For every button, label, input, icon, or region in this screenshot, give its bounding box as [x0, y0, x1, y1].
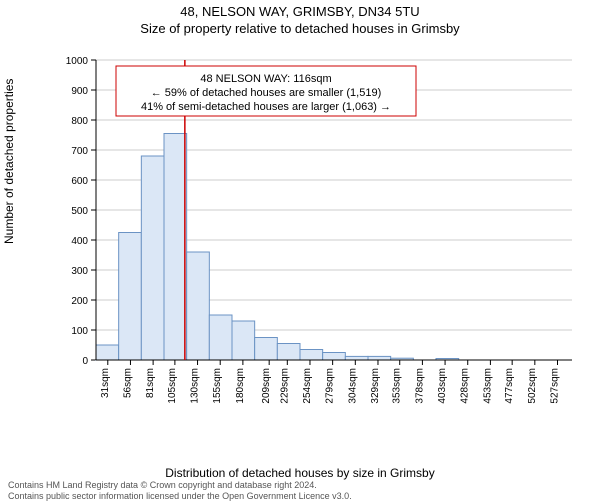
- callout-line: 41% of semi-detached houses are larger (…: [141, 101, 391, 113]
- x-tick-label: 130sqm: [190, 368, 201, 404]
- x-tick-label: 403sqm: [437, 368, 448, 404]
- x-tick-label: 279sqm: [325, 368, 336, 404]
- page-subtitle: Size of property relative to detached ho…: [0, 21, 600, 36]
- y-tick-label: 400: [71, 236, 88, 247]
- histogram-bar: [232, 321, 255, 360]
- histogram-bar: [345, 356, 368, 360]
- x-axis-label: Distribution of detached houses by size …: [0, 466, 600, 480]
- histogram-bar: [368, 356, 391, 360]
- x-tick-label: 81sqm: [145, 368, 156, 398]
- x-tick-label: 105sqm: [167, 368, 178, 404]
- histogram-bar: [323, 353, 346, 361]
- x-tick-label: 56sqm: [122, 368, 133, 398]
- footer-line-1: Contains HM Land Registry data © Crown c…: [8, 480, 352, 491]
- x-tick-label: 527sqm: [549, 368, 560, 404]
- histogram-bar: [164, 134, 187, 361]
- callout-line: 48 NELSON WAY: 116sqm: [200, 73, 331, 85]
- x-tick-label: 378sqm: [414, 368, 425, 404]
- histogram-bar: [187, 252, 210, 360]
- y-tick-label: 200: [71, 296, 88, 307]
- x-tick-label: 428sqm: [460, 368, 471, 404]
- histogram-bar: [119, 233, 142, 361]
- y-tick-label: 100: [71, 326, 88, 337]
- y-tick-label: 600: [71, 176, 88, 187]
- y-tick-label: 1000: [66, 56, 89, 67]
- y-tick-label: 0: [82, 356, 88, 367]
- histogram-bar: [300, 350, 323, 361]
- x-tick-label: 209sqm: [261, 368, 272, 404]
- y-tick-label: 900: [71, 86, 88, 97]
- footer-attribution: Contains HM Land Registry data © Crown c…: [8, 480, 352, 502]
- callout-line: ← 59% of detached houses are smaller (1,…: [151, 87, 382, 99]
- x-tick-label: 477sqm: [504, 368, 515, 404]
- y-tick-label: 500: [71, 206, 88, 217]
- x-tick-label: 502sqm: [527, 368, 538, 404]
- page-title: 48, NELSON WAY, GRIMSBY, DN34 5TU: [0, 4, 600, 19]
- x-tick-label: 453sqm: [482, 368, 493, 404]
- x-tick-label: 353sqm: [392, 368, 403, 404]
- histogram-bar: [255, 338, 278, 361]
- x-tick-label: 304sqm: [347, 368, 358, 404]
- y-axis-label: Number of detached properties: [2, 79, 16, 244]
- y-tick-label: 800: [71, 116, 88, 127]
- chart-svg: 0 100 200 300 400 500 600 700 800 900 1000 31sqm 56s…: [40, 52, 580, 432]
- histogram-bar: [96, 345, 119, 360]
- footer-line-2: Contains public sector information licen…: [8, 491, 352, 502]
- histogram-chart: 0 100 200 300 400 500 600 700 800 900 1000 31sqm 56s…: [40, 52, 580, 432]
- y-tick-label: 700: [71, 146, 88, 157]
- x-tick-label: 329sqm: [370, 368, 381, 404]
- histogram-bar: [277, 344, 300, 361]
- x-tick-label: 229sqm: [279, 368, 290, 404]
- x-tick-label: 254sqm: [302, 368, 313, 404]
- x-tick-label: 180sqm: [235, 368, 246, 404]
- y-tick-label: 300: [71, 266, 88, 277]
- histogram-bar: [141, 156, 164, 360]
- histogram-bar: [209, 315, 232, 360]
- x-tick-label: 31sqm: [100, 368, 111, 398]
- x-tick-label: 155sqm: [212, 368, 223, 404]
